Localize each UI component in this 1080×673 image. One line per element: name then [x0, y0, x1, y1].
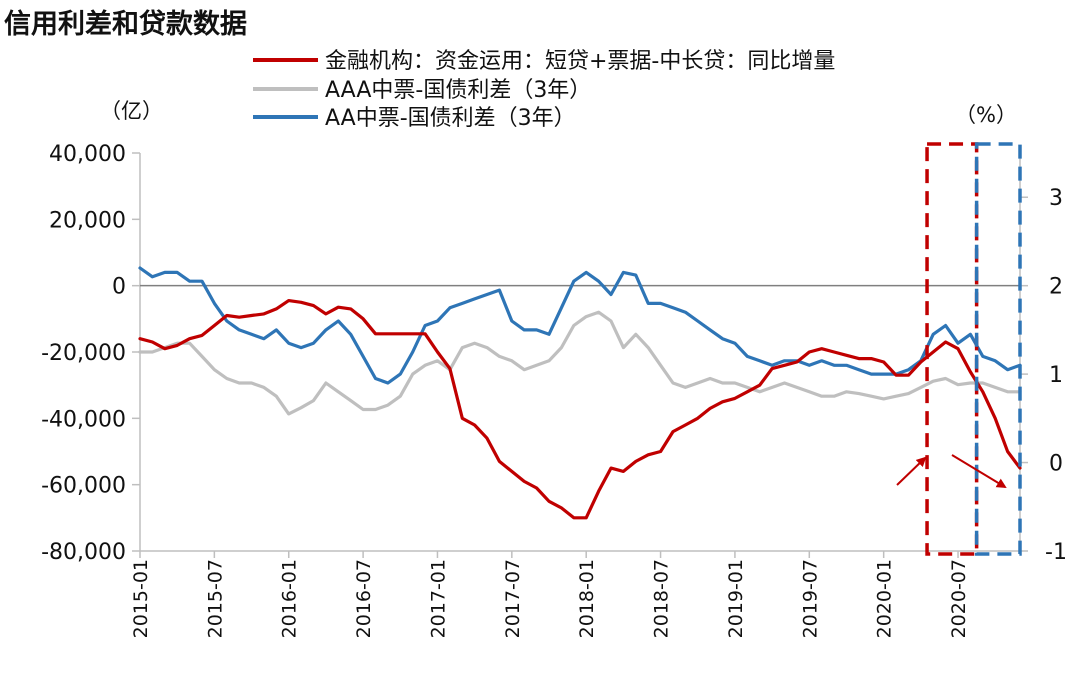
right-axis-ticks: 3 2 1 0 -1 [1020, 186, 1067, 565]
x-tick-label: 2017-07 [502, 559, 524, 638]
left-tick-label: -60,000 [41, 474, 126, 499]
x-tick-label: 2016-07 [353, 559, 375, 638]
left-tick-label: 20,000 [49, 208, 126, 233]
left-axis-unit: （亿） [100, 99, 163, 123]
highlight-box-red [925, 142, 979, 556]
chart-title: 信用利差和贷款数据 [4, 8, 247, 40]
x-tick-label: 2020-01 [874, 559, 896, 638]
arrow-up-right [896, 456, 927, 486]
left-tick-label: -80,000 [41, 540, 126, 565]
left-axis-ticks: 40,000 20,000 0 -20,000 -40,000 -60,000 -80,00… [41, 142, 140, 565]
series-line-2 [138, 266, 1022, 385]
right-tick-label: 3 [1049, 186, 1063, 211]
x-tick-label: 2020-07 [948, 559, 970, 638]
right-tick-label: 1 [1049, 363, 1063, 388]
series-layer [138, 266, 1022, 520]
x-tick-label: 2017-01 [427, 559, 449, 638]
legend-label-1: AAA中票-国债利差（3年） [325, 78, 591, 103]
legend-label-2: AA中票-国债利差（3年） [325, 106, 576, 131]
x-tick-label: 2019-01 [725, 559, 747, 638]
legend: 金融机构：资金运用：短贷+票据-中长贷：同比增量 AAA中票-国债利差（3年） … [253, 49, 835, 131]
highlight-box-blue [974, 142, 1022, 556]
series-line-0 [138, 299, 1022, 520]
x-tick-label: 2019-07 [799, 559, 821, 638]
x-tick-label: 2015-07 [204, 559, 226, 638]
x-tick-label: 2018-07 [651, 559, 673, 638]
x-tick-label: 2016-01 [279, 559, 301, 638]
left-tick-label: -40,000 [41, 407, 126, 432]
arrow-down-right [951, 454, 1007, 489]
left-tick-label: -20,000 [41, 341, 126, 366]
left-tick-label: 0 [112, 275, 126, 300]
right-tick-label: -1 [1045, 540, 1067, 565]
x-axis-ticks: 2015-01 2015-07 2016-01 2016-07 2017-01 2017-… [130, 551, 970, 638]
x-tick-label: 2015-01 [130, 559, 152, 638]
right-tick-label: 2 [1049, 275, 1063, 300]
left-tick-label: 40,000 [49, 142, 126, 167]
x-tick-label: 2018-01 [576, 559, 598, 638]
legend-label-0: 金融机构：资金运用：短贷+票据-中长贷：同比增量 [325, 49, 835, 74]
series-line-1 [138, 310, 1022, 416]
right-axis-unit: （%） [955, 103, 1017, 127]
right-tick-label: 0 [1049, 452, 1063, 477]
